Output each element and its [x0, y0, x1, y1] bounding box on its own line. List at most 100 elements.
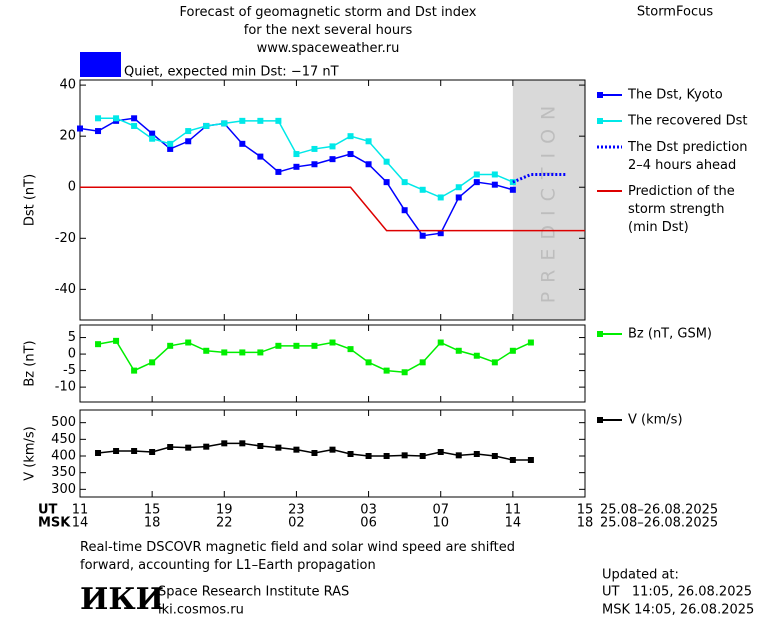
data-point — [185, 138, 192, 145]
x-tick-label: 18 — [577, 516, 594, 531]
x-tick-label: 03 — [360, 503, 377, 518]
data-point — [455, 452, 462, 459]
data-point — [491, 453, 498, 459]
legend-marker — [597, 331, 603, 337]
data-point — [329, 143, 336, 150]
data-point — [437, 449, 444, 455]
data-point — [383, 367, 390, 374]
data-point — [311, 450, 318, 456]
title: Forecast of geomagnetic storm and Dst in… — [179, 5, 476, 56]
data-point — [383, 453, 390, 459]
data-point — [95, 128, 102, 135]
data-point — [347, 346, 354, 353]
x-axis-label: MSK — [38, 516, 71, 531]
data-point — [329, 339, 336, 346]
prediction-band — [512, 80, 585, 320]
status-indicator — [80, 52, 121, 77]
data-point — [419, 232, 426, 239]
data-point — [131, 448, 138, 454]
data-point — [455, 347, 462, 354]
prediction-label: PREDICTION — [537, 97, 559, 304]
data-point — [419, 186, 426, 193]
updated-ut: UT 11:05, 26.08.2025 — [602, 585, 752, 600]
data-point — [221, 120, 228, 127]
data-point — [95, 115, 102, 122]
data-point — [293, 446, 300, 453]
data-point — [401, 369, 408, 376]
y-tick-label: 300 — [51, 482, 76, 497]
y-tick-label: 40 — [59, 78, 76, 93]
data-point — [149, 135, 156, 142]
legend-marker — [597, 417, 603, 423]
x-tick-label: 15 — [577, 503, 594, 518]
data-point — [95, 341, 102, 348]
data-point — [149, 449, 156, 455]
legend-marker — [597, 118, 603, 124]
y-tick-label: 500 — [51, 415, 76, 430]
data-point — [365, 359, 372, 366]
data-point — [167, 145, 174, 152]
x-axis-label: UT — [38, 503, 58, 518]
series-line — [80, 186, 585, 232]
site: iki.cosmos.ru — [158, 603, 244, 618]
y-tick-label: 350 — [51, 465, 76, 480]
data-point — [275, 444, 282, 451]
y-tick-label: 5 — [68, 330, 76, 345]
data-point — [167, 444, 174, 450]
x-tick-label: 14 — [72, 516, 89, 531]
data-point — [239, 440, 246, 447]
x-tick-label: 15 — [144, 503, 161, 518]
status: Quiet, expected min Dst: −17 nT — [124, 65, 339, 80]
data-point — [365, 161, 372, 168]
data-point — [275, 168, 282, 175]
x-tick-label: 06 — [360, 516, 377, 531]
data-point — [527, 339, 534, 346]
y-tick-label: 0 — [68, 347, 76, 362]
panel-frame — [79, 79, 586, 321]
x-tick-label: 23 — [288, 503, 305, 518]
legend-label: Bz (nT, GSM) — [628, 327, 712, 342]
data-point — [167, 342, 174, 349]
data-point — [473, 179, 480, 186]
series-line — [98, 117, 514, 199]
x-range-label: 25.08–26.08.2025 — [600, 503, 718, 518]
data-point — [455, 194, 462, 201]
data-point — [509, 457, 516, 463]
data-point — [203, 443, 210, 450]
data-point — [509, 186, 516, 193]
data-point — [527, 457, 534, 463]
data-point — [437, 339, 444, 346]
y-tick-label: 0 — [68, 180, 76, 195]
data-point — [275, 342, 282, 349]
x-tick-label: 14 — [505, 516, 522, 531]
institute: Space Research Institute RAS — [158, 585, 349, 600]
y-axis-label: Dst (nT) — [23, 174, 38, 226]
data-point — [185, 128, 192, 135]
data-point — [401, 179, 408, 186]
data-point — [455, 184, 462, 191]
data-point — [239, 117, 246, 124]
y-tick-label: -10 — [55, 380, 76, 395]
data-point — [221, 440, 228, 447]
data-point — [311, 161, 318, 168]
data-point — [113, 448, 120, 454]
x-tick-label: 07 — [432, 503, 449, 518]
data-point — [383, 158, 390, 165]
data-point — [473, 352, 480, 359]
x-tick-label: 11 — [72, 503, 89, 518]
panel-frame — [79, 409, 586, 498]
data-point — [365, 453, 372, 459]
data-point — [419, 453, 426, 459]
legend-label: V (km/s) — [628, 413, 683, 428]
data-point — [401, 207, 408, 214]
data-point — [185, 444, 192, 451]
data-point — [437, 230, 444, 237]
data-point — [185, 339, 192, 346]
data-point — [239, 140, 246, 147]
x-tick-label: 10 — [432, 516, 449, 531]
data-point — [293, 151, 300, 158]
data-point — [257, 443, 264, 449]
legend-label: The Dst prediction 2–4 hours ahead — [627, 140, 748, 173]
